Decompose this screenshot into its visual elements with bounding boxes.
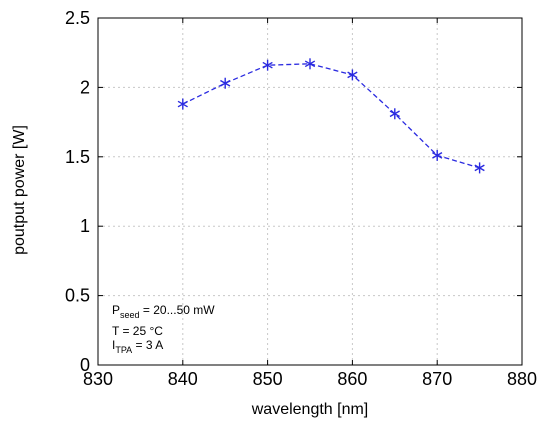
annotation-seed-subscript: seed bbox=[120, 310, 140, 320]
annotation-tpa-subscript: TPA bbox=[115, 345, 132, 355]
annotation: Pseed = 20...50 mW T = 25 °C ITPA = 3 A bbox=[112, 303, 215, 355]
data-point-marker bbox=[262, 59, 273, 71]
y-axis-label: poutput power [W] bbox=[11, 125, 28, 255]
data-point-marker bbox=[347, 69, 358, 81]
data-point-marker bbox=[389, 108, 400, 120]
x-axis-label: wavelength [nm] bbox=[251, 401, 369, 418]
x-tick-label: 860 bbox=[337, 369, 367, 389]
annotation-p-symbol: P bbox=[112, 303, 120, 317]
x-tick-label: 850 bbox=[253, 369, 283, 389]
annotation-line-1: Pseed = 20...50 mW bbox=[112, 303, 215, 320]
series bbox=[177, 58, 485, 174]
data-point-marker bbox=[474, 162, 485, 174]
y-tick-label: 0 bbox=[80, 355, 90, 375]
y-tick-label: 1.5 bbox=[65, 147, 90, 167]
x-tick-label: 870 bbox=[422, 369, 452, 389]
annotation-seed-value: = 20...50 mW bbox=[140, 303, 216, 317]
annotation-line-3: ITPA = 3 A bbox=[112, 338, 163, 355]
series-line bbox=[182, 63, 480, 169]
grid bbox=[98, 18, 522, 365]
plot-frame bbox=[97, 17, 523, 366]
x-tick-label: 840 bbox=[168, 369, 198, 389]
data-point-marker bbox=[304, 58, 316, 70]
data-point-marker bbox=[220, 77, 231, 89]
data-point-marker bbox=[432, 149, 443, 161]
annotation-tpa-value: = 3 A bbox=[132, 338, 163, 352]
x-tick-label: 830 bbox=[83, 369, 113, 389]
data-point-marker bbox=[177, 98, 188, 110]
y-tick-label: 2 bbox=[80, 77, 90, 97]
axis-ticks: 830 840 850 860 870 880 0 0.5 1 1.5 2 2.5 bbox=[65, 8, 537, 389]
y-tick-label: 0.5 bbox=[65, 286, 90, 306]
y-tick-label: 1 bbox=[80, 216, 90, 236]
x-tick-label: 880 bbox=[507, 369, 537, 389]
annotation-i-symbol: I bbox=[112, 338, 115, 352]
y-tick-label: 2.5 bbox=[65, 8, 90, 28]
annotation-line-2: T = 25 °C bbox=[112, 324, 163, 338]
